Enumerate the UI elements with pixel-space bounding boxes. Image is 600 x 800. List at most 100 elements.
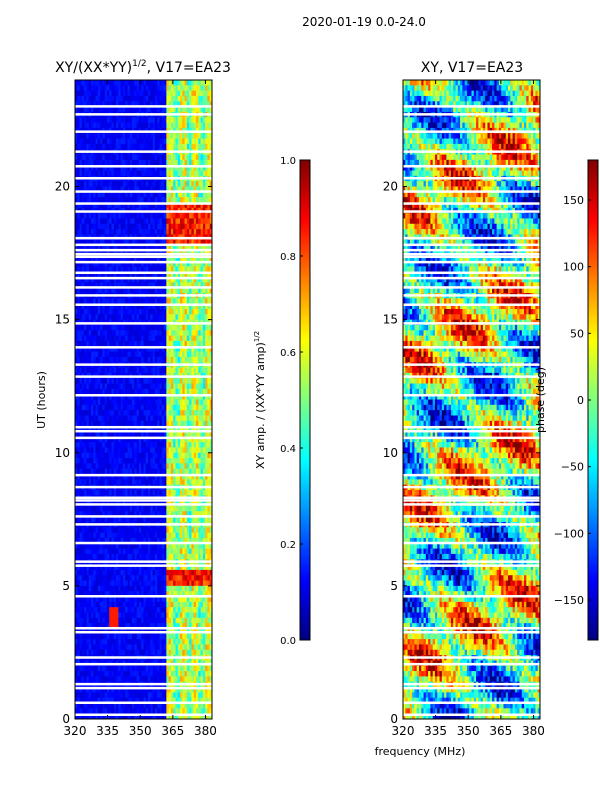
heatmap-cell [180,282,183,289]
heatmap-cell [122,399,126,406]
heatmap-cell [136,95,140,102]
heatmap-cell [122,314,126,321]
heatmap-cell [186,330,190,336]
heatmap-cell [205,436,208,443]
heatmap-cell [207,223,211,230]
heatmap-cell [157,346,160,352]
heatmap-cell [205,420,208,427]
heatmap-cell [196,436,199,443]
heatmap-cell [111,447,115,454]
heatmap-cell [102,346,106,352]
heatmap-cell [209,143,213,150]
heatmap-cell [177,436,181,443]
heatmap-cell [79,426,83,432]
heatmap-cell [120,191,124,198]
heatmap-cell [182,80,185,86]
heatmap-cell [143,447,147,454]
heatmap-cell [84,287,87,294]
heatmap-cell [97,436,101,443]
heatmap-cell [75,351,78,358]
heatmap-cell [173,85,176,92]
heatmap-cell [207,154,211,161]
heatmap-cell [97,90,101,97]
heatmap-cell [166,202,170,209]
heatmap-cell [202,255,206,262]
heatmap-cell [84,351,87,358]
heatmap-cell [77,383,80,390]
heatmap-cell [116,303,119,310]
heatmap-cell [145,159,149,166]
heatmap-cell [148,431,151,438]
heatmap-cell [118,170,122,177]
heatmap-cell [152,436,156,443]
heatmap-cell [152,245,156,251]
heatmap-cell [79,490,83,496]
heatmap-cell [134,314,138,321]
heatmap-cell [209,335,213,342]
heatmap-cell [145,479,149,486]
heatmap-cell [97,463,101,470]
heatmap-cell [170,95,174,102]
heatmap-cell [145,490,149,496]
heatmap-cell [184,101,188,108]
heatmap-cell [125,223,128,230]
heatmap-cell [145,298,149,305]
heatmap-cell [161,415,165,422]
heatmap-cell [186,378,190,384]
heatmap-cell [100,490,103,496]
heatmap-cell [150,463,154,470]
heatmap-cell [102,266,106,273]
heatmap-cell [157,277,160,283]
heatmap-cell [81,218,85,225]
heatmap-cell [127,479,131,486]
heatmap-cell [113,106,117,113]
heatmap-cell [209,282,213,289]
heatmap-cell [143,154,147,161]
heatmap-cell [138,239,142,246]
heatmap-cell [88,415,92,422]
heatmap-cell [207,490,211,496]
heatmap-cell [134,356,138,363]
heatmap-cell [170,298,174,305]
heatmap-cell [116,415,119,422]
heatmap-cell [106,346,110,352]
heatmap-cell [202,442,206,448]
heatmap-cell [143,335,147,342]
heatmap-cell [182,277,185,283]
heatmap-cell [127,447,131,454]
heatmap-cell [164,218,167,225]
heatmap-cell [186,261,190,267]
heatmap-cell [79,101,83,108]
heatmap-cell [84,133,87,139]
heatmap-cell [129,101,133,108]
heatmap-cell [207,356,211,363]
heatmap-cell [180,159,183,166]
heatmap-cell [81,404,85,411]
heatmap-cell [205,356,208,363]
heatmap-cell [134,186,138,193]
heatmap-cell [102,282,106,289]
heatmap-cell [100,324,103,331]
heatmap-cell [159,431,163,438]
heatmap-cell [113,431,117,438]
heatmap-cell [77,308,80,315]
heatmap-cell [205,117,208,124]
heatmap-cell [141,80,144,86]
heatmap-cell [168,191,172,198]
heatmap-cell [109,229,112,235]
heatmap-cell [170,255,174,262]
heatmap-cell [184,303,188,310]
heatmap-cell [127,138,131,145]
heatmap-cell [127,255,131,262]
heatmap-cell [90,80,94,86]
heatmap-cell [145,261,149,267]
heatmap-cell [90,101,94,108]
heatmap-cell [170,191,174,198]
heatmap-cell [150,80,154,86]
heatmap-cell [138,356,142,363]
heatmap-cell [132,420,135,427]
heatmap-cell [79,266,83,273]
heatmap-cell [200,356,204,363]
heatmap-cell [196,186,199,193]
heatmap-cell [166,165,170,171]
